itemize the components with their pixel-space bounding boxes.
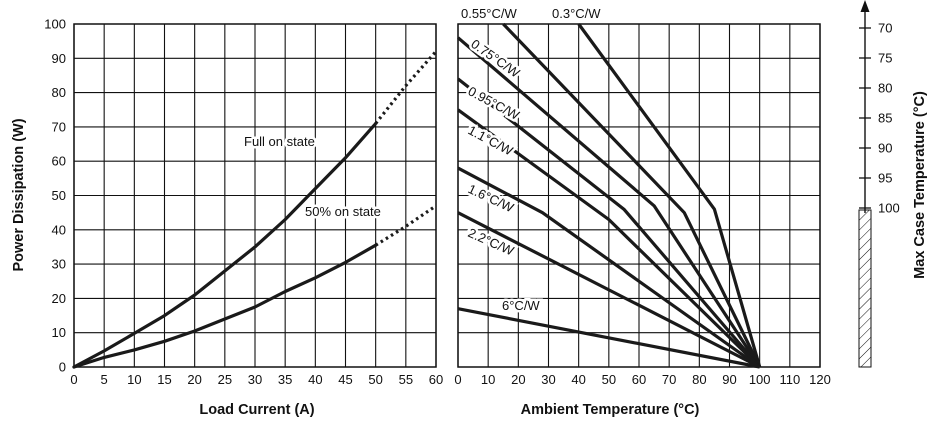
half-on-label: 50% on state bbox=[305, 204, 381, 219]
derating-label: 0.3°C/W bbox=[552, 6, 601, 21]
case-temp-tick-label: 80 bbox=[878, 81, 892, 96]
right-plot-frame bbox=[457, 23, 821, 368]
x-tick-label: 35 bbox=[278, 372, 292, 387]
left-plot-grid bbox=[73, 23, 437, 368]
x-tick-label: 120 bbox=[809, 372, 831, 387]
x-tick-label: 0 bbox=[454, 372, 461, 387]
x-tick-label: 60 bbox=[632, 372, 646, 387]
x-tick-label: 60 bbox=[429, 372, 443, 387]
y-tick-label: 0 bbox=[59, 360, 66, 375]
full-on-label: Full on state bbox=[244, 134, 315, 149]
derating-line bbox=[502, 22, 762, 368]
x-tick-label: 20 bbox=[511, 372, 525, 387]
y-tick-label: 10 bbox=[52, 325, 66, 340]
derating-label: 0.55°C/W bbox=[461, 6, 518, 21]
x-tick-label: 10 bbox=[481, 372, 495, 387]
arrow-up-icon bbox=[860, 0, 870, 12]
axis-ticks: 0 5 10 15 20 25 30 35 40 45 50 55 60 0 10 20 30 40 50 60 70 8… bbox=[44, 17, 899, 388]
derating-label: 1.1°C/W bbox=[466, 122, 517, 158]
derating-line bbox=[457, 108, 761, 369]
x-tick-label: 40 bbox=[571, 372, 585, 387]
derating-line bbox=[457, 211, 761, 369]
hatched-region bbox=[858, 209, 872, 368]
x-tick-label: 30 bbox=[541, 372, 555, 387]
x-tick-label: 50 bbox=[602, 372, 616, 387]
curve-labels: Full on state 50% on state 0.3°C/W 0.55°C/W… bbox=[242, 4, 604, 316]
left-plot-frame bbox=[73, 23, 437, 368]
derating-line bbox=[577, 23, 762, 368]
x-tick-label: 50 bbox=[368, 372, 382, 387]
x-tick-label: 20 bbox=[187, 372, 201, 387]
case-temp-tick-label: 100 bbox=[878, 201, 900, 216]
y-tick-label: 70 bbox=[52, 119, 66, 134]
y-tick-label: 90 bbox=[52, 51, 66, 66]
derating-label: 0.95°C/W bbox=[466, 83, 523, 123]
x-tick-label: 100 bbox=[749, 372, 771, 387]
case-temp-axis bbox=[858, 0, 872, 368]
case-temp-tick-label: 70 bbox=[878, 21, 892, 36]
full-on-curve bbox=[72, 121, 378, 369]
full-on-extrapolation bbox=[374, 50, 438, 125]
left-x-axis-title: Load Current (A) bbox=[199, 402, 314, 418]
case-temp-tick-label: 95 bbox=[878, 171, 892, 186]
half-on-curve bbox=[72, 243, 378, 369]
x-tick-label: 15 bbox=[157, 372, 171, 387]
case-temp-tick-label: 85 bbox=[878, 111, 892, 126]
derating-line bbox=[457, 77, 761, 369]
right-x-axis-title: Ambient Temperature (°C) bbox=[521, 402, 700, 418]
right-y-axis-title: Max Case Temperature (°C) bbox=[912, 91, 928, 279]
x-tick-label: 90 bbox=[722, 372, 736, 387]
right-plot-curves bbox=[456, 22, 762, 369]
case-temp-tick-label: 90 bbox=[878, 141, 892, 156]
y-tick-label: 40 bbox=[52, 222, 66, 237]
x-tick-label: 40 bbox=[308, 372, 322, 387]
derating-line bbox=[457, 166, 761, 369]
x-tick-label: 10 bbox=[127, 372, 141, 387]
y-tick-label: 50 bbox=[52, 188, 66, 203]
x-tick-label: 25 bbox=[218, 372, 232, 387]
y-tick-label: 100 bbox=[44, 17, 66, 32]
case-temp-tick-label: 75 bbox=[878, 51, 892, 66]
x-tick-label: 5 bbox=[101, 372, 108, 387]
derating-label: 6°C/W bbox=[502, 298, 540, 313]
y-tick-label: 80 bbox=[52, 85, 66, 100]
x-tick-label: 45 bbox=[338, 372, 352, 387]
derating-line bbox=[457, 307, 761, 369]
left-y-axis-title: Power Dissipation (W) bbox=[11, 118, 27, 271]
x-tick-label: 110 bbox=[779, 372, 800, 387]
left-plot-curves bbox=[72, 50, 438, 369]
x-tick-label: 0 bbox=[70, 372, 77, 387]
derating-line bbox=[456, 36, 762, 368]
x-tick-label: 55 bbox=[399, 372, 413, 387]
x-tick-label: 70 bbox=[662, 372, 676, 387]
right-plot-grid bbox=[457, 23, 821, 368]
y-tick-label: 60 bbox=[52, 154, 66, 169]
x-tick-label: 80 bbox=[692, 372, 706, 387]
y-tick-label: 30 bbox=[52, 257, 66, 272]
y-tick-label: 20 bbox=[52, 291, 66, 306]
x-tick-label: 30 bbox=[248, 372, 262, 387]
